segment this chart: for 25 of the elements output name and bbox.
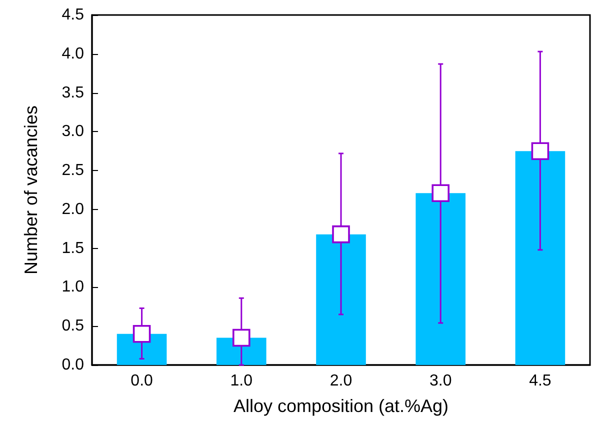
y-tick-label: 0.0	[62, 356, 84, 374]
point	[132, 324, 151, 343]
x-tick-label: 2.0	[330, 372, 352, 390]
point	[531, 142, 550, 160]
y-tick-label: 4.5	[62, 6, 84, 24]
bar	[316, 234, 366, 365]
y-tick-label: 4.0	[62, 45, 84, 62]
y-tick-label: 3.5	[62, 84, 84, 102]
y-tick-label: 3.0	[62, 123, 84, 140]
x-tick-label: 1.0	[230, 372, 253, 390]
point	[332, 225, 350, 244]
y-tick-label: 2.0	[62, 200, 84, 218]
bar	[416, 193, 466, 365]
y-tick-label: 1.0	[62, 278, 84, 296]
y-axis-title: Number of vacancies	[21, 105, 41, 275]
x-tick-label: 0.0	[130, 372, 154, 390]
x-tick-label: 4.5	[529, 372, 552, 390]
y-tick-label: 1.5	[62, 240, 84, 257]
bar	[515, 151, 566, 365]
x-axis-title: Alloy composition (at.%Ag)	[233, 396, 449, 416]
x-tick-label: 3.0	[429, 372, 452, 390]
point	[232, 328, 250, 347]
y-tick-label: 0.5	[62, 318, 84, 335]
y-tick-label: 2.5	[62, 162, 84, 180]
point	[432, 184, 450, 202]
